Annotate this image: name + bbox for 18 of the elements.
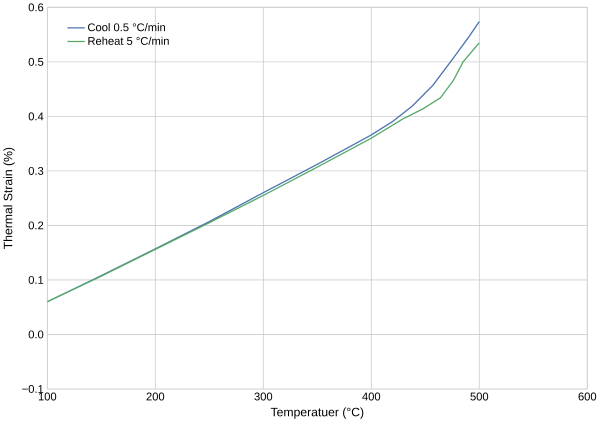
y-axis-title: Thermal Strain (%): [3, 148, 15, 249]
x-tick-label: 200: [146, 392, 164, 400]
y-tick-label: 0.5: [28, 58, 44, 66]
y-tick-label: 0.0: [28, 330, 44, 338]
y-tick-label: 0.4: [28, 112, 44, 120]
x-tick-label: 100: [38, 392, 56, 400]
y-tick-label: 0.2: [28, 221, 44, 230]
x-tick-label: 600: [578, 392, 596, 400]
x-tick-label: 400: [362, 392, 380, 400]
legend-label: Cool 0.5 °C/min: [88, 22, 166, 32]
y-tick-label: 0.6: [28, 3, 44, 12]
legend-label: Reheat 5 °C/min: [88, 36, 169, 45]
x-tick-label: 300: [254, 392, 272, 400]
y-tick-label: −0.1: [22, 384, 44, 393]
y-tick-label: 0.3: [28, 166, 44, 175]
x-axis-title: Temperatuer (°C): [270, 407, 364, 419]
y-tick-label: 0.1: [28, 276, 44, 284]
x-tick-label: 500: [470, 392, 488, 400]
